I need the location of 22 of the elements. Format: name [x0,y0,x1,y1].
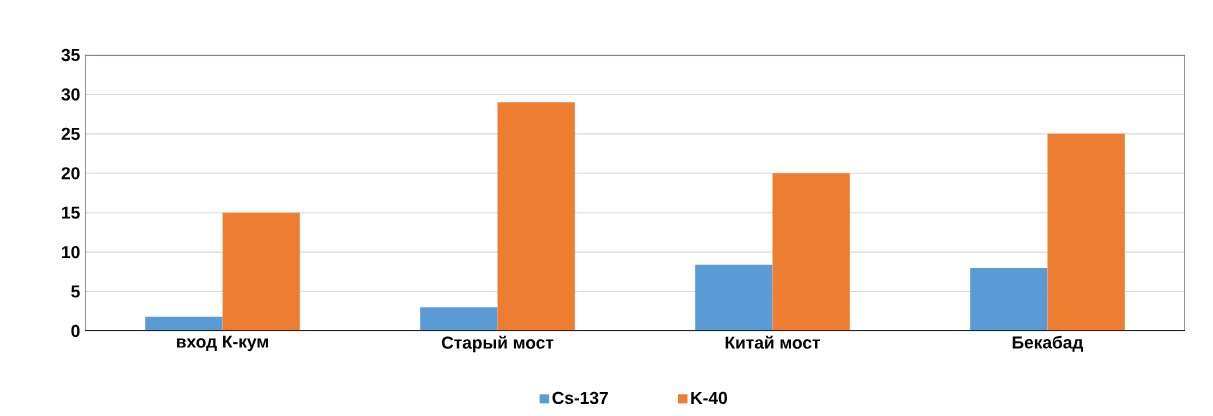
bar [970,267,1048,331]
bar [772,173,850,331]
x-tick-label: Китай мост [725,335,820,349]
y-tick-label: 5 [71,285,80,298]
y-tick-label: 35 [61,48,80,62]
bar [420,307,498,331]
x-tick-label: Бекабад [1012,335,1084,352]
bar [497,102,575,331]
legend-label: K-40 [691,391,727,405]
y-tick-label: 25 [61,127,80,140]
y-tick-label: 10 [62,245,80,259]
x-tick-label: Старый мост [441,335,554,353]
bar [222,212,300,331]
y-tick-label: 30 [61,88,80,101]
bar [695,264,773,331]
bar [145,316,223,331]
legend-label: Cs-137 [552,391,608,405]
x-tick-label: вход К-кум [177,335,268,352]
bar [1047,133,1125,331]
y-tick-label: 15 [62,206,80,219]
y-tick-label: 20 [61,167,80,180]
y-tick-label: 0 [71,324,80,338]
